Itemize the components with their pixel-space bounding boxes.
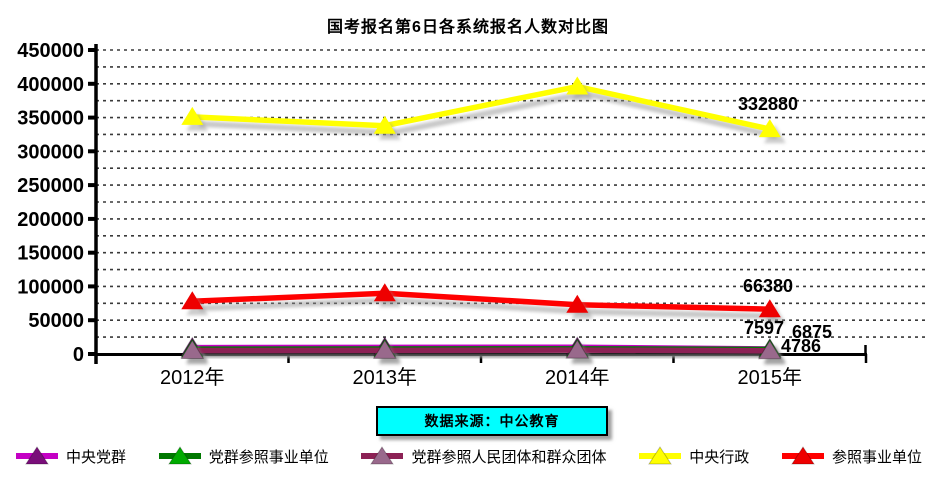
legend-item: 党群参照人民团体和群众团体 [359,445,606,467]
marker-triangle [566,76,589,95]
data-source-box: 数据来源：中公教育 [376,406,608,436]
x-tick-label: 2014年 [545,366,610,389]
legend-label: 中央行政 [689,448,750,466]
marker-triangle [565,339,590,359]
legend-label: 参照事业单位 [831,448,922,466]
x-tick-label: 2015年 [738,366,803,389]
marker-triangle [757,339,782,360]
y-tick-label: 250000 [17,175,84,197]
data-label: 6875 [792,322,832,342]
marker-triangle [181,106,204,125]
y-tick-label: 300000 [17,141,84,163]
x-tick-label: 2012年 [160,366,225,389]
marker-triangle [758,299,781,318]
data-source-text: 数据来源：中公教育 [424,413,560,429]
legend-marker-icon [639,446,682,465]
y-tick-label: 100000 [17,276,84,298]
y-tick-label: 400000 [17,74,84,96]
y-tick-label: 0 [73,344,84,366]
y-tick-label: 350000 [17,108,84,130]
legend-marker-icon [781,446,824,465]
x-tick-label: 2013年 [353,366,418,389]
marker-triangle [758,119,781,138]
marker-triangle [372,339,397,359]
y-tick-label: 50000 [28,310,84,332]
series-参照事业单位 [181,283,786,324]
y-tick-label: 450000 [17,40,84,62]
marker-triangle [373,283,396,302]
legend-item: 参照事业单位 [780,445,922,467]
data-label: 7597 [744,318,784,338]
data-label: 4786 [781,336,821,356]
legend-item: 党群参照事业单位 [157,445,329,467]
data-label: 332880 [738,94,798,114]
data-label: 66380 [743,276,793,296]
line-chart-plot: 0 50000 100000 150000 200000 250000 300000 3500… [17,40,929,389]
legend-item: 中央党群 [14,445,126,467]
legend-item: 中央行政 [637,445,749,467]
marker-triangle [373,115,396,134]
chart-title: 国考报名第6日各系统报名人数对比图 [327,19,609,36]
marker-triangle [181,291,204,310]
legend-marker-icon [16,446,58,465]
legend-label: 党群参照人民团体和群众团体 [411,448,607,466]
legend-label: 中央党群 [66,448,127,466]
chart-legend: 中央党群 党群参照事业单位 党群参照人民团体和群众团体 中央行政 参照事业单位 [0,440,936,472]
legend-marker-icon [158,446,201,465]
legend-marker-icon [361,446,404,465]
gridlines [96,49,929,338]
y-tick-label: 200000 [17,209,84,231]
y-tick-label: 150000 [17,243,84,265]
series-党群参照人民团体和群众团体 [180,339,786,365]
marker-triangle [566,294,589,313]
marker-triangle [180,339,205,359]
series-中央行政 [181,76,786,144]
legend-label: 党群参照事业单位 [208,448,329,466]
line-chart-svg: 0 50000 100000 150000 200000 250000 300000 3500… [17,40,929,389]
y-axis-ticks: 0 50000 100000 150000 200000 250000 300000 3500… [17,40,96,366]
